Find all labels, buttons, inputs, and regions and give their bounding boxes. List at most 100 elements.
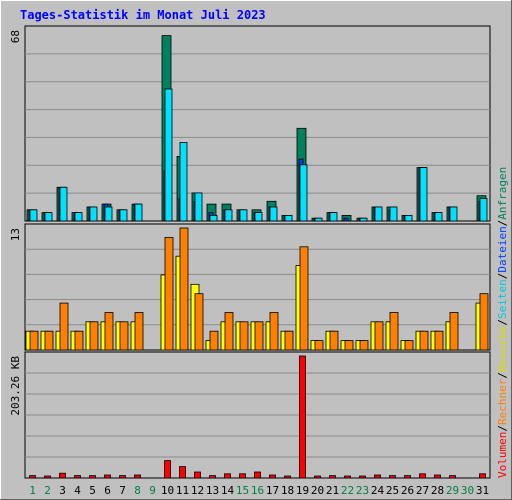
- bar-rechner-day-5: [89, 321, 99, 351]
- legend: Volumen/Rechner/Besuche/Seiten/Dateien/A…: [496, 167, 509, 478]
- bar-rechner-day-17: [269, 312, 279, 351]
- bar-volumen-day-29: [449, 475, 456, 479]
- bar-volumen-day-12: [194, 471, 201, 479]
- x-tick-label: 8: [134, 484, 141, 497]
- x-tick-label: 6: [104, 484, 111, 497]
- x-tick-label: 11: [176, 484, 189, 497]
- x-tick-label: 2: [44, 484, 51, 497]
- bar-seiten-day-20: [314, 217, 323, 222]
- bar-volumen-day-10: [164, 460, 171, 479]
- bar-volumen-day-18: [284, 475, 291, 479]
- legend-sep: /: [496, 319, 509, 326]
- bar-seiten-day-5: [89, 206, 98, 222]
- bar-volumen-day-7: [119, 475, 126, 479]
- x-axis-day-labels: 1 2 3 4 5 6 7 8 9 10 11 12 13 14 15 16 17 18 19 20 21 22 23 24 2…: [29, 484, 489, 497]
- legend-sep: /: [496, 425, 509, 432]
- x-tick-label: 25: [386, 484, 399, 497]
- legend-sep: /: [496, 372, 509, 379]
- x-tick-label: 10: [161, 484, 174, 497]
- bar-seiten-day-6: [104, 206, 113, 222]
- bar-seiten-day-8: [134, 203, 143, 222]
- bar-seiten-day-12: [194, 192, 203, 222]
- legend-besuche: Besuche: [496, 326, 509, 372]
- y-max-label: 68: [9, 30, 22, 43]
- y-max-label: 203.26 KB: [9, 356, 22, 416]
- legend-seiten: Seiten: [496, 279, 509, 319]
- legend-anfragen: Anfragen: [496, 167, 509, 220]
- bar-rechner-day-20: [314, 340, 324, 351]
- bar-volumen-day-31: [479, 473, 486, 479]
- bar-seiten-day-27: [419, 167, 428, 222]
- bar-volumen-day-27: [419, 473, 426, 479]
- bar-seiten-day-16: [254, 212, 263, 222]
- bar-seiten-day-13: [209, 214, 218, 222]
- bar-seiten-day-11: [179, 141, 188, 222]
- x-tick-label: 19: [296, 484, 309, 497]
- legend-rechner: Rechner: [496, 378, 509, 425]
- x-tick-label: 14: [221, 484, 235, 497]
- bar-seiten-day-18: [284, 214, 293, 222]
- bar-seiten-day-29: [449, 206, 458, 222]
- bar-volumen-day-4: [74, 475, 81, 479]
- bar-rechner-day-21: [329, 330, 339, 351]
- bar-seiten-day-24: [374, 206, 383, 222]
- x-tick-label: 4: [74, 484, 81, 497]
- bar-seiten-day-14: [224, 209, 233, 222]
- x-tick-label: 13: [206, 484, 219, 497]
- chart-panels: 68 13 203.26 KB: [9, 25, 491, 479]
- bar-seiten-day-15: [239, 209, 248, 222]
- bar-rechner-day-24: [374, 321, 384, 351]
- bar-seiten-day-3: [59, 186, 68, 222]
- chart-title: Tages-Statistik im Monat Juli 2023: [20, 8, 266, 22]
- bar-volumen-day-25: [389, 475, 396, 479]
- x-tick-label: 30: [461, 484, 474, 497]
- bar-volumen-day-5: [89, 475, 96, 479]
- visits-panel: 13: [9, 223, 491, 351]
- bar-rechner-day-15: [239, 321, 249, 351]
- bar-rechner-day-7: [119, 321, 129, 351]
- x-tick-label: 9: [149, 484, 156, 497]
- x-tick-label: 24: [371, 484, 385, 497]
- x-tick-label: 3: [59, 484, 66, 497]
- bar-rechner-day-4: [74, 330, 84, 351]
- x-tick-label: 12: [191, 484, 204, 497]
- bar-volumen-day-13: [209, 475, 216, 479]
- bar-volumen-day-24: [374, 474, 381, 479]
- x-tick-label: 23: [356, 484, 369, 497]
- bar-seiten-day-26: [404, 214, 413, 222]
- bar-volumen-day-20: [314, 475, 321, 479]
- bar-seiten-day-2: [44, 212, 53, 222]
- bar-volumen-day-3: [59, 472, 66, 479]
- x-tick-label: 31: [476, 484, 489, 497]
- x-tick-label: 18: [281, 484, 294, 497]
- y-max-label: 13: [9, 228, 22, 241]
- bar-seiten-day-17: [269, 206, 278, 222]
- bar-seiten-day-31: [479, 198, 488, 222]
- legend-sep: /: [496, 273, 509, 280]
- bar-seiten-day-28: [434, 212, 443, 222]
- bar-volumen-day-6: [104, 474, 111, 479]
- bar-volumen-day-21: [329, 475, 336, 479]
- bar-seiten-day-23: [359, 217, 368, 222]
- bar-dateien-day-22: [343, 217, 349, 222]
- bar-rechner-day-14: [224, 312, 234, 351]
- x-tick-label: 17: [266, 484, 279, 497]
- bar-rechner-day-2: [44, 330, 54, 351]
- bar-rechner-day-22: [344, 340, 354, 351]
- bar-rechner-day-29: [449, 312, 459, 351]
- volume-panel: 203.26 KB: [9, 351, 491, 479]
- bar-rechner-day-25: [389, 312, 399, 351]
- x-tick-label: 7: [119, 484, 126, 497]
- x-tick-label: 26: [401, 484, 414, 497]
- bar-volumen-day-14: [224, 473, 231, 479]
- bar-rechner-day-6: [104, 312, 114, 351]
- bar-rechner-day-19: [299, 246, 309, 351]
- hits-panel: 68: [9, 25, 491, 222]
- bar-volumen-day-16: [254, 471, 261, 479]
- bar-volumen-day-1: [29, 475, 36, 479]
- bar-rechner-day-16: [254, 321, 264, 351]
- bar-seiten-day-21: [329, 212, 338, 222]
- bar-rechner-day-26: [404, 340, 414, 351]
- bar-volumen-day-2: [44, 475, 51, 479]
